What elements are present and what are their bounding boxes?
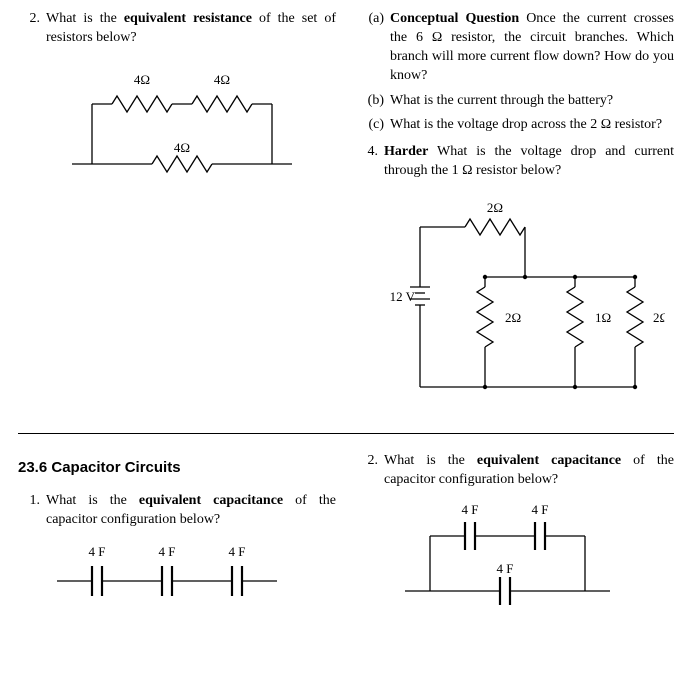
question-4: 4. Harder What is the voltage drop and c… bbox=[356, 143, 674, 181]
bottom-left: 23.6 Capacitor Circuits 1. What is the e… bbox=[18, 452, 346, 616]
cap2-num: 2. bbox=[356, 452, 384, 490]
cap1-circuit: 4 F 4 F 4 F bbox=[18, 536, 336, 606]
q3b-num: (b) bbox=[356, 92, 390, 111]
col-right: (a) Conceptual Question Once the current… bbox=[346, 10, 674, 407]
bottom-right: 2. What is the equivalent capacitance of… bbox=[346, 452, 674, 616]
cap1-bold: equivalent capacitance bbox=[139, 493, 283, 508]
q4-rb-label: 1Ω bbox=[595, 310, 611, 325]
q4-ra-label: 2Ω bbox=[505, 310, 521, 325]
cap2-c3: 4 F bbox=[497, 561, 514, 576]
cap2-bold: equivalent capacitance bbox=[477, 453, 621, 468]
q2-r2-label: 4Ω bbox=[214, 72, 230, 87]
q2-r1-label: 4Ω bbox=[134, 72, 150, 87]
q3a: (a) Conceptual Question Once the current… bbox=[356, 10, 674, 86]
cap1-body: What is the equivalent capacitance of th… bbox=[46, 492, 336, 530]
q4-rtop-label: 2Ω bbox=[487, 200, 503, 215]
cap2-c2: 4 F bbox=[532, 502, 549, 517]
q3c-num: (c) bbox=[356, 116, 390, 135]
q2-bold: equivalent resistance bbox=[124, 11, 252, 26]
cap1-c2: 4 F bbox=[159, 544, 176, 559]
bottom-row: 23.6 Capacitor Circuits 1. What is the e… bbox=[18, 452, 674, 616]
cap-q1: 1. What is the equivalent capacitance of… bbox=[18, 492, 336, 530]
q3b-text: What is the current through the battery? bbox=[390, 92, 674, 111]
q3b: (b) What is the current through the batt… bbox=[356, 92, 674, 111]
q4-rc-label: 2Ω bbox=[653, 310, 665, 325]
q3c-text: What is the voltage drop across the 2 Ω … bbox=[390, 116, 674, 135]
cap2-body: What is the equivalent capacitance of th… bbox=[384, 452, 674, 490]
q4-circuit-svg: 12 V 2Ω 2Ω 1Ω 2Ω bbox=[365, 187, 665, 407]
q2-circuit-svg: 4Ω 4Ω 4Ω bbox=[52, 54, 302, 194]
q4-circuit: 12 V 2Ω 2Ω 1Ω 2Ω bbox=[356, 187, 674, 407]
q2-circuit: 4Ω 4Ω 4Ω bbox=[18, 54, 336, 194]
q3a-body: Conceptual Question Once the current cro… bbox=[390, 10, 674, 86]
cap1-c3: 4 F bbox=[229, 544, 246, 559]
cap1-svg: 4 F 4 F 4 F bbox=[47, 536, 307, 606]
q4-num: 4. bbox=[356, 143, 384, 181]
col-left: 2. What is the equivalent resistance of … bbox=[18, 10, 346, 407]
cap2-pre: What is the bbox=[384, 453, 477, 468]
cap2-circuit: 4 F 4 F 4 F bbox=[356, 496, 674, 616]
q3c: (c) What is the voltage drop across the … bbox=[356, 116, 674, 135]
q4-body: Harder What is the voltage drop and curr… bbox=[384, 143, 674, 181]
cap2-svg: 4 F 4 F 4 F bbox=[385, 496, 645, 616]
cap1-c1: 4 F bbox=[89, 544, 106, 559]
q4-text: What is the voltage drop and current thr… bbox=[384, 144, 674, 178]
cap1-num: 1. bbox=[18, 492, 46, 530]
q4-bold: Harder bbox=[384, 144, 428, 159]
section-separator bbox=[18, 433, 674, 434]
cap1-pre: What is the bbox=[46, 493, 139, 508]
q4-v-label: 12 V bbox=[390, 289, 416, 304]
cap2-c1: 4 F bbox=[462, 502, 479, 517]
q2-body: What is the equivalent resistance of the… bbox=[46, 10, 336, 48]
q3a-num: (a) bbox=[356, 10, 390, 86]
q2-number: 2. bbox=[18, 10, 46, 48]
q3a-bold: Conceptual Question bbox=[390, 11, 519, 26]
q2-text-pre: What is the bbox=[46, 11, 124, 26]
q2-r3-label: 4Ω bbox=[174, 140, 190, 155]
question-2: 2. What is the equivalent resistance of … bbox=[18, 10, 336, 48]
top-row: 2. What is the equivalent resistance of … bbox=[18, 10, 674, 407]
section-heading: 23.6 Capacitor Circuits bbox=[18, 458, 336, 478]
cap-q2: 2. What is the equivalent capacitance of… bbox=[356, 452, 674, 490]
